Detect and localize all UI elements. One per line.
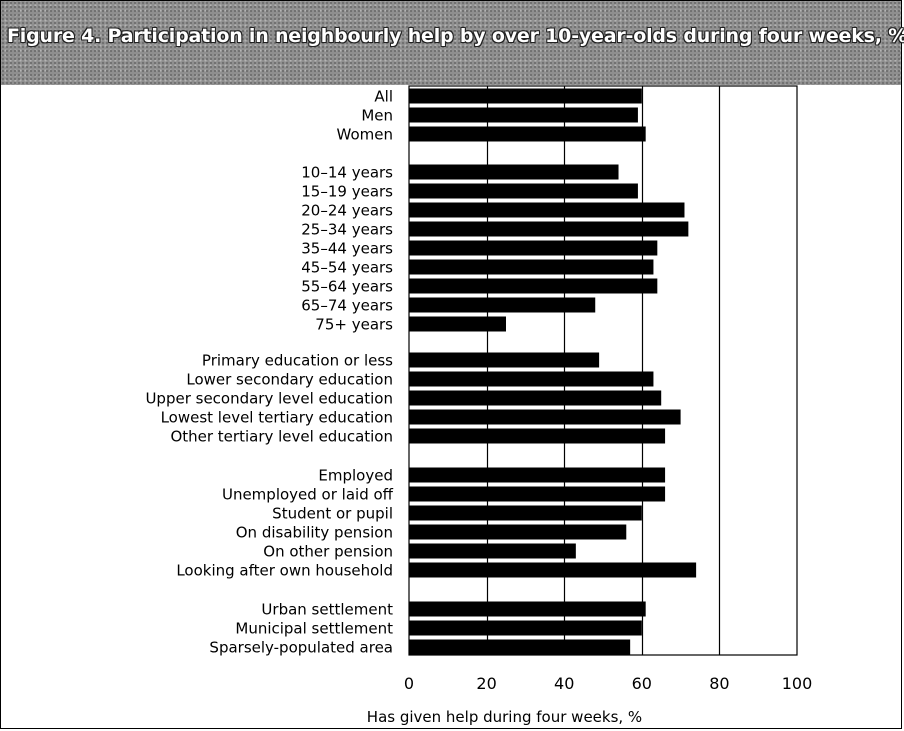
category-label: Urban settlement bbox=[261, 601, 393, 619]
category-label: On disability pension bbox=[236, 524, 393, 542]
bars bbox=[409, 88, 697, 655]
category-label: All bbox=[374, 88, 393, 106]
x-tick-label: 80 bbox=[709, 674, 729, 693]
category-label: Municipal settlement bbox=[235, 620, 393, 638]
bar bbox=[409, 620, 642, 636]
bar bbox=[409, 467, 666, 483]
plot-border bbox=[408, 85, 798, 656]
bar bbox=[409, 221, 689, 237]
category-label: Unemployed or laid off bbox=[222, 486, 394, 504]
bar bbox=[409, 316, 506, 332]
bar bbox=[409, 88, 642, 104]
category-label: Men bbox=[361, 107, 393, 125]
bar bbox=[409, 259, 654, 275]
chart-title: Figure 4. Participation in neighbourly h… bbox=[7, 25, 904, 47]
category-label: 20–24 years bbox=[301, 202, 393, 220]
category-label: 35–44 years bbox=[301, 240, 393, 258]
bar bbox=[409, 505, 642, 521]
category-label: Employed bbox=[318, 467, 393, 485]
x-tick-label: 0 bbox=[404, 674, 414, 693]
x-tick-label: 100 bbox=[782, 674, 813, 693]
category-label: 25–34 years bbox=[301, 221, 393, 239]
title-bar: Figure 4. Participation in neighbourly h… bbox=[1, 1, 904, 85]
bar bbox=[409, 183, 638, 199]
bar bbox=[409, 240, 658, 256]
bar bbox=[409, 639, 631, 655]
category-label: 45–54 years bbox=[301, 259, 393, 277]
bar bbox=[409, 562, 697, 578]
bar bbox=[409, 486, 666, 502]
bar bbox=[409, 524, 627, 540]
category-label: Upper secondary level education bbox=[145, 390, 393, 408]
x-tick-label: 60 bbox=[632, 674, 652, 693]
bar bbox=[409, 352, 600, 368]
category-label: Student or pupil bbox=[272, 505, 393, 523]
category-label: 55–64 years bbox=[301, 278, 393, 296]
category-label: Looking after own household bbox=[176, 562, 393, 580]
x-tick-label: 40 bbox=[554, 674, 574, 693]
bar bbox=[409, 390, 662, 406]
category-label: Lower secondary education bbox=[186, 371, 393, 389]
category-label: Primary education or less bbox=[202, 352, 393, 370]
category-label: Women bbox=[337, 126, 393, 144]
bar bbox=[409, 601, 646, 617]
x-axis-title: Has given help during four weeks, % bbox=[367, 708, 642, 726]
bar bbox=[409, 297, 596, 313]
bar bbox=[409, 428, 666, 444]
category-label: 15–19 years bbox=[301, 183, 393, 201]
plot-area bbox=[408, 85, 798, 656]
bar bbox=[409, 202, 685, 218]
category-label: 10–14 years bbox=[301, 164, 393, 182]
category-label: Lowest level tertiary education bbox=[161, 409, 393, 427]
bar bbox=[409, 126, 646, 142]
bar bbox=[409, 107, 638, 123]
bar bbox=[409, 278, 658, 294]
grid-lines bbox=[486, 86, 721, 655]
bar bbox=[409, 164, 619, 180]
bar bbox=[409, 543, 576, 559]
x-axis-ticks: 0 20 40 60 80 100 bbox=[404, 674, 812, 693]
category-label: 65–74 years bbox=[301, 297, 393, 315]
category-label: On other pension bbox=[263, 543, 393, 561]
x-tick-label: 20 bbox=[476, 674, 496, 693]
category-label: Sparsely-populated area bbox=[209, 639, 393, 657]
category-label: 75+ years bbox=[315, 316, 393, 334]
bar bbox=[409, 409, 681, 425]
category-label: Other tertiary level education bbox=[170, 428, 393, 446]
bar bbox=[409, 371, 654, 387]
